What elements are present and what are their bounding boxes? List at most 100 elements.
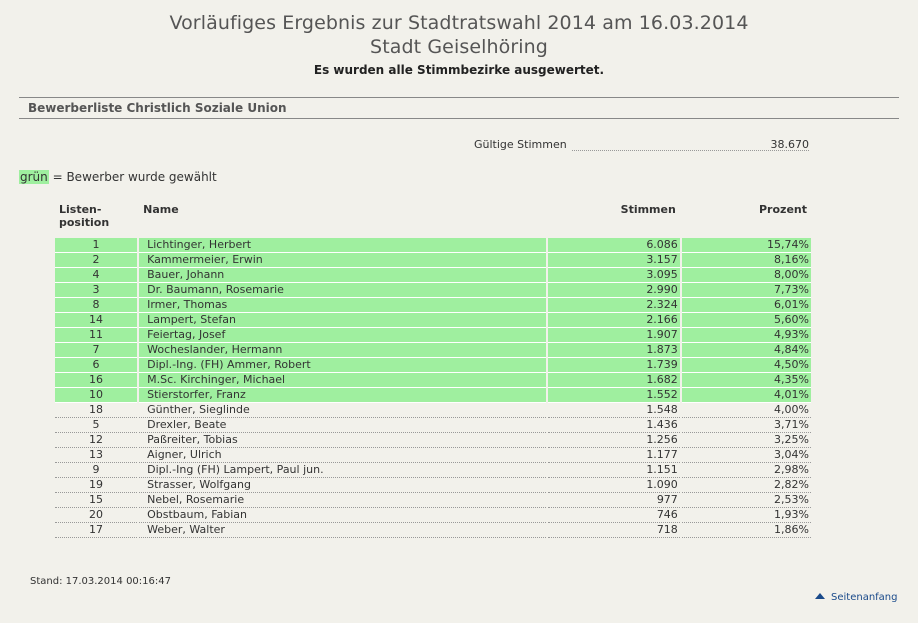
cell-votes: 1.436 [547, 418, 680, 433]
table-row: 15 Nebel, Rosemarie 977 2,53% [55, 493, 811, 508]
cell-list-position: 19 [55, 478, 138, 493]
cell-votes: 3.157 [547, 253, 680, 268]
header-list-position-line1: Listen- [59, 203, 102, 216]
cell-list-position: 9 [55, 463, 138, 478]
cell-votes: 1.090 [547, 478, 680, 493]
table-row: 17 Weber, Walter 718 1,86% [55, 523, 811, 538]
section-title: Bewerberliste Christlich Soziale Union [28, 101, 287, 115]
cell-candidate-name: Aigner, Ulrich [139, 448, 546, 463]
cell-votes: 977 [547, 493, 680, 508]
table-row: 4 Bauer, Johann 3.095 8,00% [55, 268, 811, 283]
cell-percent: 4,50% [681, 358, 811, 373]
cell-candidate-name: Günther, Sieglinde [139, 403, 546, 418]
legend: grün = Bewerber wurde gewählt [19, 170, 217, 184]
header-list-position-line2: position [59, 216, 110, 229]
valid-votes-value: 38.670 [770, 138, 810, 151]
cell-percent: 4,84% [681, 343, 811, 358]
back-to-top-label: Seitenanfang [831, 592, 898, 603]
municipality-title: Stadt Geiselhöring [370, 36, 548, 58]
cell-percent: 2,98% [681, 463, 811, 478]
cell-votes: 1.873 [547, 343, 680, 358]
table-row: 8 Irmer, Thomas 2.324 6,01% [55, 298, 811, 313]
cell-list-position: 14 [55, 313, 138, 328]
cell-list-position: 1 [55, 238, 138, 253]
cell-votes: 1.548 [547, 403, 680, 418]
cell-candidate-name: Wocheslander, Hermann [139, 343, 546, 358]
cell-votes: 2.166 [547, 313, 680, 328]
cell-candidate-name: Kammermeier, Erwin [139, 253, 546, 268]
cell-list-position: 20 [55, 508, 138, 523]
cell-votes: 1.256 [547, 433, 680, 448]
cell-list-position: 6 [55, 358, 138, 373]
cell-candidate-name: Lichtinger, Herbert [139, 238, 546, 253]
table-header-row: Listen-position Name Stimmen Prozent [55, 203, 811, 238]
cell-votes: 718 [547, 523, 680, 538]
cell-votes: 1.739 [547, 358, 680, 373]
cell-votes: 1.682 [547, 373, 680, 388]
cell-percent: 8,16% [681, 253, 811, 268]
legend-text: = Bewerber wurde gewählt [48, 170, 217, 184]
table-row: 19 Strasser, Wolfgang 1.090 2,82% [55, 478, 811, 493]
results-table: Listen-position Name Stimmen Prozent 1 Li… [53, 203, 813, 538]
cell-percent: 3,71% [681, 418, 811, 433]
cell-candidate-name: Paßreiter, Tobias [139, 433, 546, 448]
cell-votes: 6.086 [547, 238, 680, 253]
cell-candidate-name: Irmer, Thomas [139, 298, 546, 313]
table-row: 9 Dipl.-Ing (FH) Lampert, Paul jun. 1.151 2… [55, 463, 811, 478]
cell-votes: 1.151 [547, 463, 680, 478]
legend-green-swatch: grün [19, 170, 49, 184]
cell-percent: 2,53% [681, 493, 811, 508]
cell-percent: 4,93% [681, 328, 811, 343]
cell-list-position: 7 [55, 343, 138, 358]
cell-candidate-name: Lampert, Stefan [139, 313, 546, 328]
cell-candidate-name: M.Sc. Kirchinger, Michael [139, 373, 546, 388]
evaluation-status: Es wurden alle Stimmbezirke ausgewertet. [313, 63, 605, 77]
cell-percent: 8,00% [681, 268, 811, 283]
cell-votes: 1.907 [547, 328, 680, 343]
cell-candidate-name: Obstbaum, Fabian [139, 508, 546, 523]
cell-list-position: 3 [55, 283, 138, 298]
table-row: 2 Kammermeier, Erwin 3.157 8,16% [55, 253, 811, 268]
cell-list-position: 2 [55, 253, 138, 268]
cell-votes: 1.552 [547, 388, 680, 403]
back-to-top-link[interactable]: Seitenanfang [815, 592, 898, 603]
cell-list-position: 11 [55, 328, 138, 343]
table-row: 11 Feiertag, Josef 1.907 4,93% [55, 328, 811, 343]
cell-list-position: 4 [55, 268, 138, 283]
cell-candidate-name: Feiertag, Josef [139, 328, 546, 343]
cell-list-position: 5 [55, 418, 138, 433]
table-row: 10 Stierstorfer, Franz 1.552 4,01% [55, 388, 811, 403]
cell-list-position: 12 [55, 433, 138, 448]
table-row: 3 Dr. Baumann, Rosemarie 2.990 7,73% [55, 283, 811, 298]
cell-percent: 2,82% [681, 478, 811, 493]
table-row: 16 M.Sc. Kirchinger, Michael 1.682 4,35% [55, 373, 811, 388]
cell-candidate-name: Dipl.-Ing. (FH) Ammer, Robert [139, 358, 546, 373]
divider-bottom [19, 118, 899, 119]
cell-candidate-name: Nebel, Rosemarie [139, 493, 546, 508]
table-row: 20 Obstbaum, Fabian 746 1,93% [55, 508, 811, 523]
divider-top [19, 97, 899, 98]
cell-candidate-name: Dipl.-Ing (FH) Lampert, Paul jun. [139, 463, 546, 478]
cell-list-position: 10 [55, 388, 138, 403]
cell-votes: 1.177 [547, 448, 680, 463]
cell-candidate-name: Weber, Walter [139, 523, 546, 538]
cell-list-position: 8 [55, 298, 138, 313]
cell-candidate-name: Strasser, Wolfgang [139, 478, 546, 493]
cell-candidate-name: Drexler, Beate [139, 418, 546, 433]
table-row: 5 Drexler, Beate 1.436 3,71% [55, 418, 811, 433]
cell-percent: 1,86% [681, 523, 811, 538]
cell-list-position: 15 [55, 493, 138, 508]
cell-percent: 5,60% [681, 313, 811, 328]
valid-votes-leader [572, 150, 809, 151]
table-row: 14 Lampert, Stefan 2.166 5,60% [55, 313, 811, 328]
arrow-up-icon [815, 593, 825, 599]
header-percent: Prozent [759, 203, 807, 216]
cell-percent: 3,25% [681, 433, 811, 448]
cell-votes: 2.324 [547, 298, 680, 313]
cell-percent: 3,04% [681, 448, 811, 463]
cell-percent: 4,01% [681, 388, 811, 403]
cell-list-position: 13 [55, 448, 138, 463]
cell-candidate-name: Stierstorfer, Franz [139, 388, 546, 403]
cell-list-position: 18 [55, 403, 138, 418]
table-row: 12 Paßreiter, Tobias 1.256 3,25% [55, 433, 811, 448]
